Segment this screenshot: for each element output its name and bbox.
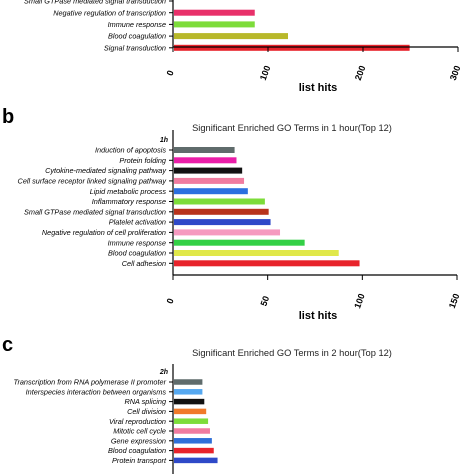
bar	[174, 198, 265, 205]
bar	[174, 167, 243, 174]
bar	[174, 398, 205, 405]
category-label: Transcription from RNA polymerase II pro…	[14, 378, 167, 387]
category-label: Negative regulation of transcription	[53, 8, 166, 17]
bar	[174, 438, 212, 444]
bar	[174, 21, 255, 28]
bar	[174, 447, 214, 454]
category-label: Inflammatory response	[92, 197, 166, 206]
bar	[174, 418, 209, 424]
category-label: Protein folding	[119, 156, 166, 165]
panel-2-title: Significant Enriched GO Terms in 2 hour(…	[192, 348, 392, 358]
bar	[174, 188, 248, 195]
category-label: Negative regulation of cell proliferatio…	[42, 228, 166, 237]
category-label: Interspecies interaction between organis…	[26, 387, 167, 396]
category-label: Lipid metabolic process	[90, 187, 167, 196]
bar	[174, 157, 237, 164]
category-label: Mitotic cell cycle	[113, 427, 166, 436]
category-label: Protein transport	[112, 456, 167, 465]
bar	[174, 428, 210, 434]
category-label: Blood coagulation	[108, 32, 166, 41]
category-label: Cell division	[127, 407, 166, 416]
bar	[174, 229, 281, 236]
x-tick-label: 50	[258, 295, 271, 308]
category-label: Cytokine-mediated signaling pathway	[45, 166, 167, 175]
panel-2-group-label: 2h	[159, 369, 168, 376]
bar	[174, 260, 360, 267]
panel-1-title: Significant Enriched GO Terms in 1 hour(…	[192, 123, 392, 133]
panel-letter-b: b	[2, 106, 15, 128]
panel-1-x-axis-label: list hits	[299, 310, 338, 322]
category-label: Induction of apoptosis	[95, 146, 166, 155]
x-tick-label: 150	[447, 292, 462, 310]
x-tick-label: 200	[353, 64, 368, 82]
panel-0-x-axis-label: list hits	[299, 82, 338, 94]
bar	[174, 239, 305, 246]
category-label: Signal transduction	[104, 43, 166, 52]
bar	[174, 250, 339, 256]
category-label: RNA splicing	[125, 397, 167, 406]
category-label: Viral reproduction	[109, 417, 166, 426]
category-label: Immune response	[108, 238, 166, 247]
bar	[174, 44, 410, 51]
bar	[174, 389, 203, 395]
bar	[174, 379, 203, 385]
category-label: Blood coagulation	[108, 446, 166, 455]
x-tick-label: 100	[258, 64, 273, 82]
x-tick-label: 0	[165, 69, 176, 77]
x-tick-label: 0	[165, 297, 176, 305]
bar	[174, 177, 245, 184]
category-label: Small GTPase mediated signal transductio…	[24, 207, 166, 216]
category-label: Immune response	[108, 20, 166, 29]
x-tick-label: 300	[448, 64, 463, 82]
panel-1-group-label: 1h	[160, 137, 168, 144]
category-label: Blood coagulation	[108, 249, 166, 258]
bar	[174, 219, 271, 226]
category-label: Cell adhesion	[122, 259, 166, 268]
category-label: Small GTPase mediated signal transductio…	[24, 0, 166, 6]
category-label: Gene expression	[111, 436, 166, 445]
category-label: Cell surface receptor linked signaling p…	[18, 177, 168, 186]
bar	[174, 9, 255, 16]
bar	[174, 457, 218, 464]
bar	[174, 408, 207, 415]
bar	[174, 208, 269, 215]
panel-letter-c: c	[2, 334, 14, 356]
bar	[174, 147, 235, 153]
x-tick-label: 100	[352, 292, 367, 310]
category-label: Platelet activation	[109, 218, 166, 227]
bar	[174, 33, 288, 40]
